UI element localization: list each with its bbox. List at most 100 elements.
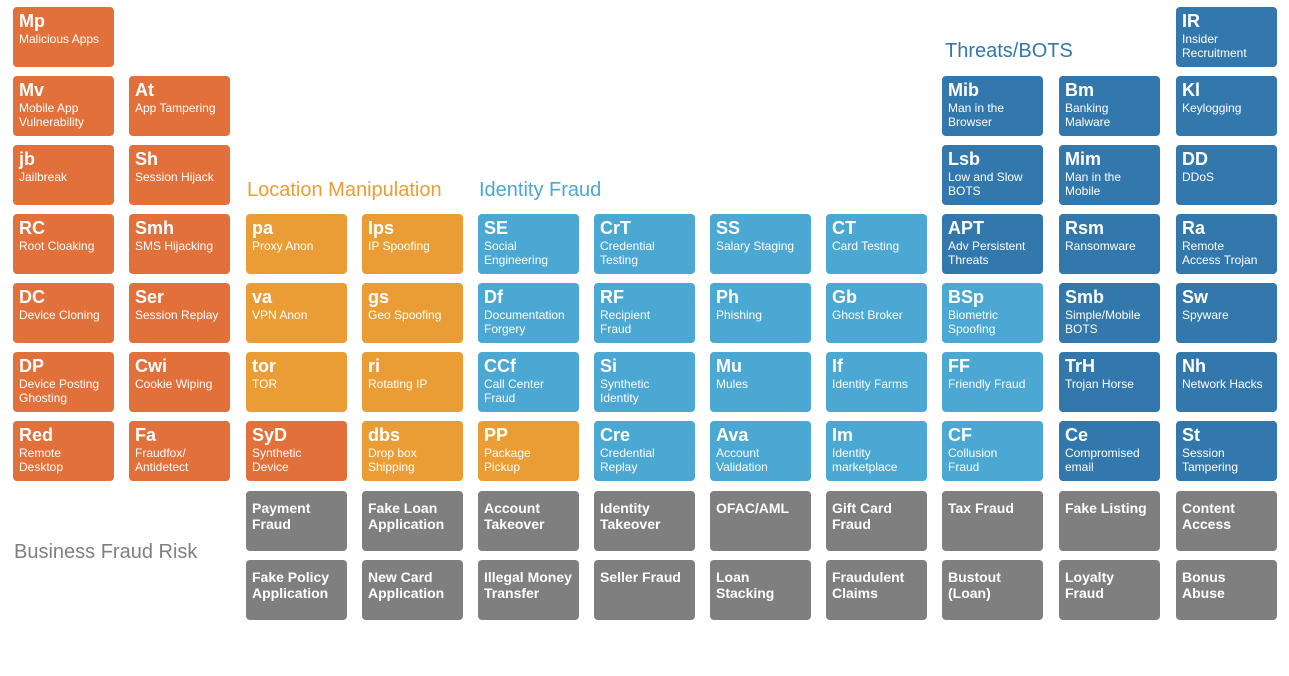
element-tile: dbs Drop box Shipping bbox=[362, 421, 463, 481]
element-symbol: Si bbox=[600, 356, 618, 376]
element-name: Identity marketplace bbox=[832, 446, 898, 474]
business-risk-label: OFAC/AML bbox=[716, 500, 790, 516]
element-name: Man in the Mobile bbox=[1065, 170, 1122, 198]
element-tile: CT Card Testing bbox=[826, 214, 927, 274]
business-risk-label: Loyalty Fraud bbox=[1065, 569, 1115, 601]
category-business-fraud-risk: Business Fraud Risk bbox=[14, 541, 198, 563]
element-symbol: jb bbox=[19, 149, 35, 169]
element-tile: Rsm Ransomware bbox=[1059, 214, 1160, 274]
element-name: Keylogging bbox=[1182, 101, 1242, 115]
element-symbol: va bbox=[252, 287, 273, 307]
element-tile: ri Rotating IP bbox=[362, 352, 463, 412]
business-risk-tile: Content Access bbox=[1176, 491, 1277, 551]
business-risk-label: Fake Loan Application bbox=[368, 500, 445, 532]
element-tile: Mib Man in the Browser bbox=[942, 76, 1043, 136]
element-name: Collusion Fraud bbox=[948, 446, 998, 474]
element-symbol: Kl bbox=[1182, 80, 1200, 100]
element-symbol: Im bbox=[832, 425, 854, 445]
element-name: Malicious Apps bbox=[19, 32, 100, 46]
business-risk-tile: Identity Takeover bbox=[594, 491, 695, 551]
business-risk-tile: Illegal Money Transfer bbox=[478, 560, 579, 620]
business-risk-tile: Fake Listing bbox=[1059, 491, 1160, 551]
element-tile: St Session Tampering bbox=[1176, 421, 1277, 481]
business-risk-label: Fake Listing bbox=[1065, 500, 1147, 516]
element-name: Adv Persistent Threats bbox=[948, 239, 1026, 267]
element-name: Card Testing bbox=[832, 239, 900, 253]
element-symbol: Ce bbox=[1065, 425, 1089, 445]
element-tile: Lsb Low and Slow BOTS bbox=[942, 145, 1043, 205]
element-tile: Mim Man in the Mobile bbox=[1059, 145, 1160, 205]
element-symbol: PP bbox=[484, 425, 509, 445]
element-tile: DP Device Posting Ghosting bbox=[13, 352, 114, 412]
element-symbol: APT bbox=[948, 218, 984, 238]
element-symbol: SS bbox=[716, 218, 741, 238]
element-symbol: Mim bbox=[1065, 149, 1101, 169]
business-risk-label: Payment Fraud bbox=[252, 500, 311, 532]
element-name: VPN Anon bbox=[252, 308, 308, 322]
element-symbol: ri bbox=[368, 356, 381, 376]
element-name: DDoS bbox=[1182, 170, 1215, 184]
element-symbol: SyD bbox=[252, 425, 288, 445]
element-name: TOR bbox=[252, 377, 278, 391]
element-name: Compromised email bbox=[1065, 446, 1140, 474]
element-symbol: Ips bbox=[368, 218, 395, 238]
business-risk-label: Content Access bbox=[1182, 500, 1235, 532]
element-symbol: Lsb bbox=[948, 149, 981, 169]
element-name: Documentation Forgery bbox=[484, 308, 565, 336]
business-risk-label: Account Takeover bbox=[484, 500, 545, 532]
element-tile: Mu Mules bbox=[710, 352, 811, 412]
element-tile: If Identity Farms bbox=[826, 352, 927, 412]
element-symbol: tor bbox=[252, 356, 276, 376]
element-name: Geo Spoofing bbox=[368, 308, 442, 322]
element-symbol: Gb bbox=[832, 287, 857, 307]
element-name: Fraudfox/ Antidetect bbox=[135, 446, 189, 474]
element-name: Trojan Horse bbox=[1065, 377, 1134, 391]
element-tile: SyD Synthetic Device bbox=[246, 421, 347, 481]
element-tile: Red Remote Desktop bbox=[13, 421, 114, 481]
element-name: Remote Access Trojan bbox=[1182, 239, 1258, 267]
element-name: Device Cloning bbox=[19, 308, 100, 322]
business-risk-label: Tax Fraud bbox=[948, 500, 1014, 516]
element-symbol: Bm bbox=[1065, 80, 1095, 100]
element-tile: jb Jailbreak bbox=[13, 145, 114, 205]
element-symbol: pa bbox=[252, 218, 274, 238]
element-name: Account Validation bbox=[716, 446, 768, 474]
business-risk-label: Fake Policy Application bbox=[252, 569, 330, 601]
element-tile: Sw Spyware bbox=[1176, 283, 1277, 343]
business-risk-label: Loan Stacking bbox=[716, 569, 775, 601]
element-tile: Ips IP Spoofing bbox=[362, 214, 463, 274]
element-name: Biometric Spoofing bbox=[948, 308, 999, 336]
business-risk-tile: Bustout (Loan) bbox=[942, 560, 1043, 620]
element-symbol: Ra bbox=[1182, 218, 1206, 238]
element-name: Credential Replay bbox=[600, 446, 655, 474]
business-risk-label: New Card Application bbox=[368, 569, 445, 601]
element-symbol: CF bbox=[948, 425, 972, 445]
element-tile: DD DDoS bbox=[1176, 145, 1277, 205]
element-tile: Kl Keylogging bbox=[1176, 76, 1277, 136]
element-name: Synthetic Identity bbox=[600, 377, 650, 405]
element-symbol: DC bbox=[19, 287, 45, 307]
element-symbol: Mu bbox=[716, 356, 742, 376]
element-tile: Cwi Cookie Wiping bbox=[129, 352, 230, 412]
business-risk-tile: Loyalty Fraud bbox=[1059, 560, 1160, 620]
category-threats-bots: Threats/BOTS bbox=[945, 40, 1073, 62]
element-name: Insider Recruitment bbox=[1182, 32, 1247, 60]
element-tile: Mp Malicious Apps bbox=[13, 7, 114, 67]
element-name: Session Replay bbox=[135, 308, 219, 322]
element-name: Low and Slow BOTS bbox=[948, 170, 1023, 198]
element-name: Network Hacks bbox=[1182, 377, 1263, 391]
element-symbol: gs bbox=[368, 287, 390, 307]
element-symbol: CrT bbox=[600, 218, 631, 238]
element-tile: IR Insider Recruitment bbox=[1176, 7, 1277, 67]
element-name: Salary Staging bbox=[716, 239, 795, 253]
business-risk-label: Gift Card Fraud bbox=[832, 500, 892, 532]
element-tile: Ra Remote Access Trojan bbox=[1176, 214, 1277, 274]
element-name: Identity Farms bbox=[832, 377, 909, 391]
element-tile: Smb Simple/Mobile BOTS bbox=[1059, 283, 1160, 343]
element-symbol: Mv bbox=[19, 80, 45, 100]
element-symbol: Nh bbox=[1182, 356, 1206, 376]
element-tile: Ser Session Replay bbox=[129, 283, 230, 343]
element-symbol: dbs bbox=[368, 425, 401, 445]
business-risk-label: Seller Fraud bbox=[600, 569, 681, 585]
element-symbol: At bbox=[135, 80, 154, 100]
